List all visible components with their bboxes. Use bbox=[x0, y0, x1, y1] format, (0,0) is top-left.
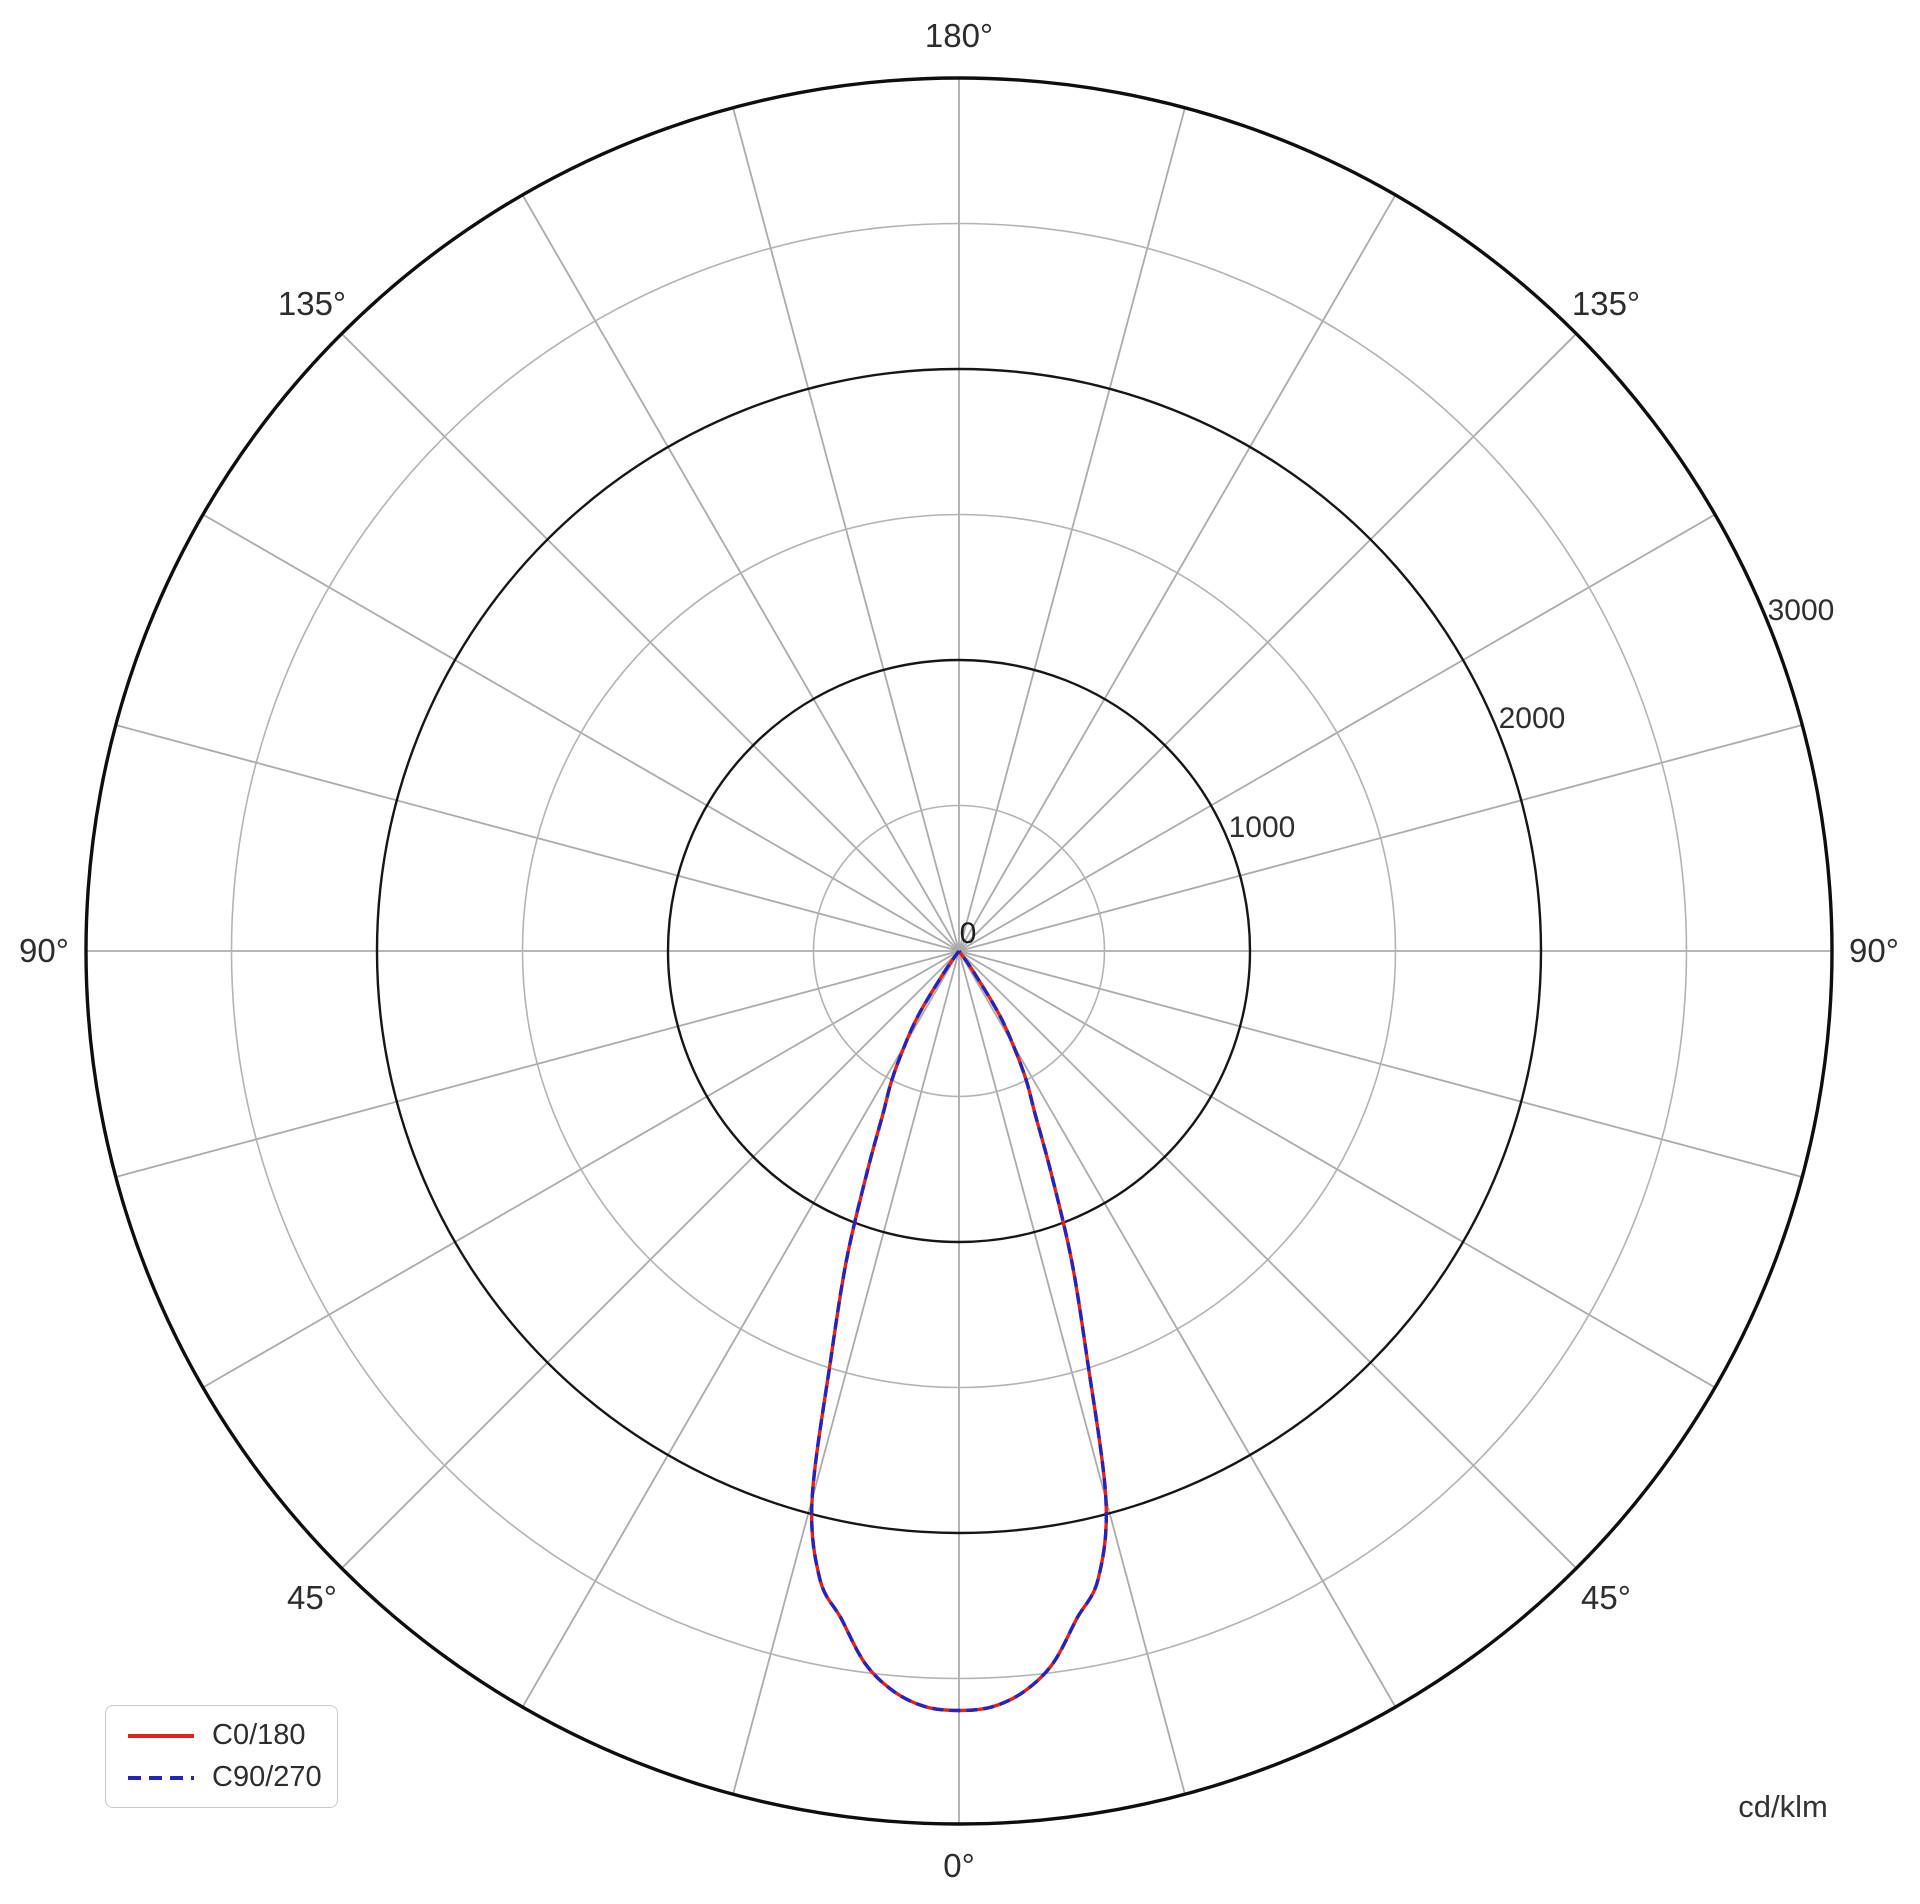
curve-c90-270 bbox=[810, 950, 1108, 1713]
angle-label-right-90: 90° bbox=[1849, 932, 1899, 969]
radial-tick-label-3000: 3000 bbox=[1767, 594, 1835, 627]
unit-label: cd/klm bbox=[1738, 1789, 1828, 1824]
angle-label-bottom-0: 0° bbox=[943, 1847, 975, 1884]
radial-tick-label-0: 0 bbox=[959, 917, 977, 950]
angle-label-top-180: 180° bbox=[924, 17, 994, 54]
legend-line-dashed bbox=[128, 1775, 194, 1780]
radial-tick-label-1000: 1000 bbox=[1228, 811, 1296, 844]
angle-label-lower-left-45: 45° bbox=[287, 1579, 337, 1616]
radial-tick-label-2000: 2000 bbox=[1498, 702, 1566, 735]
angle-label-upper-right-135: 135° bbox=[1571, 285, 1641, 322]
angle-label-lower-right-45: 45° bbox=[1581, 1579, 1631, 1616]
angle-label-left-90: 90° bbox=[19, 932, 69, 969]
legend-line-solid bbox=[128, 1733, 194, 1738]
legend-item-c0-180: C0/180 bbox=[126, 1719, 337, 1752]
legend-label-c0-180: C0/180 bbox=[212, 1719, 306, 1751]
angle-label-upper-left-135: 135° bbox=[277, 285, 347, 322]
legend: C0/180 C90/270 bbox=[105, 1705, 338, 1808]
legend-item-c90-270: C90/270 bbox=[126, 1761, 337, 1794]
legend-label-c90-270: C90/270 bbox=[212, 1761, 322, 1793]
